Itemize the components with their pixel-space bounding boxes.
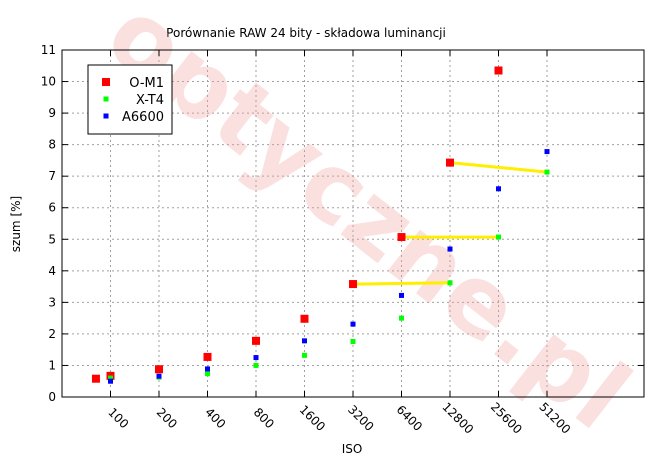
point-x-t4	[108, 375, 113, 381]
legend-marker	[103, 113, 109, 119]
chart-title: Porównanie RAW 24 bity - składowa lumina…	[166, 26, 446, 40]
legend-label: A6600	[122, 110, 164, 125]
legend-marker	[103, 96, 109, 102]
point-x-t4	[253, 362, 259, 368]
y-tick-label: 1	[48, 358, 56, 372]
y-tick-label: 4	[48, 264, 56, 278]
point-x-t4	[496, 234, 501, 240]
point-o-m1	[494, 66, 503, 75]
x-axis-title: ISO	[342, 442, 363, 456]
point-o-m1	[252, 336, 260, 345]
point-x-t4	[544, 169, 550, 175]
point-o-m1	[397, 233, 406, 242]
point-o-m1	[349, 280, 357, 289]
point-o-m1	[91, 374, 100, 383]
point-x-t4	[447, 280, 453, 286]
point-a6600	[399, 292, 404, 298]
legend-label: X-T4	[136, 93, 164, 108]
point-a6600	[156, 373, 162, 379]
point-a6600	[350, 321, 356, 327]
y-tick-label: 7	[48, 169, 56, 183]
point-a6600	[544, 149, 550, 155]
legend-label: O-M1	[129, 76, 164, 91]
legend-box	[87, 64, 173, 135]
y-tick-label: 5	[48, 232, 56, 246]
legend: O-M1 X-T4 A6600	[87, 64, 173, 135]
y-tick-label: 2	[48, 327, 56, 341]
point-a6600	[447, 246, 453, 252]
y-tick-label: 11	[41, 43, 56, 57]
point-a6600	[205, 366, 210, 372]
y-tick-label: 10	[41, 75, 56, 89]
comparison-lines	[352, 161, 548, 286]
point-a6600	[253, 355, 259, 361]
y-ticks: 0 1 2 3 4 5 6 7 8 9 10 11	[41, 43, 644, 404]
point-o-m1	[300, 314, 309, 323]
point-o-m1	[446, 158, 454, 167]
point-a6600	[302, 338, 307, 344]
y-tick-label: 9	[48, 106, 56, 120]
y-axis-title: szum [%]	[9, 196, 23, 252]
point-x-t4	[302, 352, 307, 358]
point-o-m1	[155, 365, 163, 374]
y-tick-label: 3	[48, 295, 56, 309]
point-x-t4	[399, 315, 404, 321]
point-a6600	[496, 186, 501, 192]
comparison-line	[352, 281, 451, 286]
point-x-t4	[350, 338, 356, 344]
y-tick-label: 8	[48, 138, 56, 152]
y-tick-label: 0	[48, 390, 56, 404]
comparison-line	[449, 161, 548, 174]
point-x-t4	[205, 371, 210, 377]
point-o-m1	[203, 352, 212, 361]
y-tick-label: 6	[48, 201, 56, 215]
data-points	[91, 66, 550, 384]
legend-marker	[102, 78, 110, 86]
point-a6600	[108, 378, 113, 384]
